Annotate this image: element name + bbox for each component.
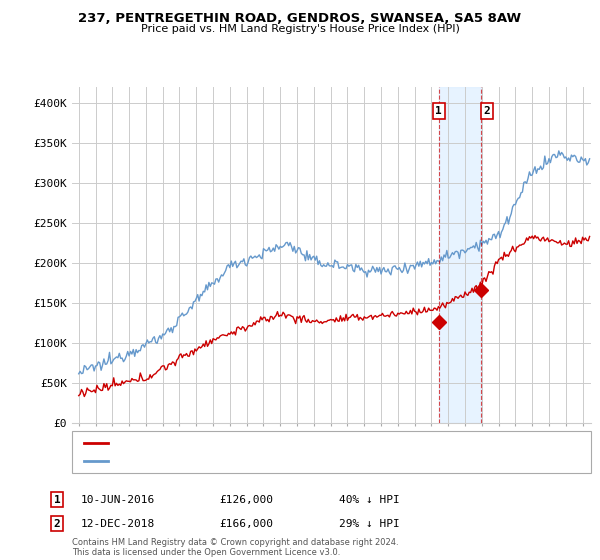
Text: 1: 1 [436, 106, 442, 116]
Text: 40% ↓ HPI: 40% ↓ HPI [339, 494, 400, 505]
Text: 2: 2 [484, 106, 490, 116]
Text: 1: 1 [53, 494, 61, 505]
Text: 237, PENTREGETHIN ROAD, GENDROS, SWANSEA, SA5 8AW: 237, PENTREGETHIN ROAD, GENDROS, SWANSEA… [79, 12, 521, 25]
Text: Price paid vs. HM Land Registry's House Price Index (HPI): Price paid vs. HM Land Registry's House … [140, 24, 460, 34]
Bar [439, 87, 481, 423]
Text: Contains HM Land Registry data © Crown copyright and database right 2024.
This d: Contains HM Land Registry data © Crown c… [72, 538, 398, 557]
Text: 12-DEC-2018: 12-DEC-2018 [81, 519, 155, 529]
Text: 10-JUN-2016: 10-JUN-2016 [81, 494, 155, 505]
Text: £166,000: £166,000 [219, 519, 273, 529]
Text: 29% ↓ HPI: 29% ↓ HPI [339, 519, 400, 529]
Text: 2: 2 [53, 519, 61, 529]
Text: HPI: Average price, detached house, Swansea: HPI: Average price, detached house, Swan… [114, 456, 338, 466]
Text: 237, PENTREGETHIN ROAD, GENDROS, SWANSEA, SA5 8AW (detached house): 237, PENTREGETHIN ROAD, GENDROS, SWANSEA… [114, 438, 496, 448]
Text: £126,000: £126,000 [219, 494, 273, 505]
